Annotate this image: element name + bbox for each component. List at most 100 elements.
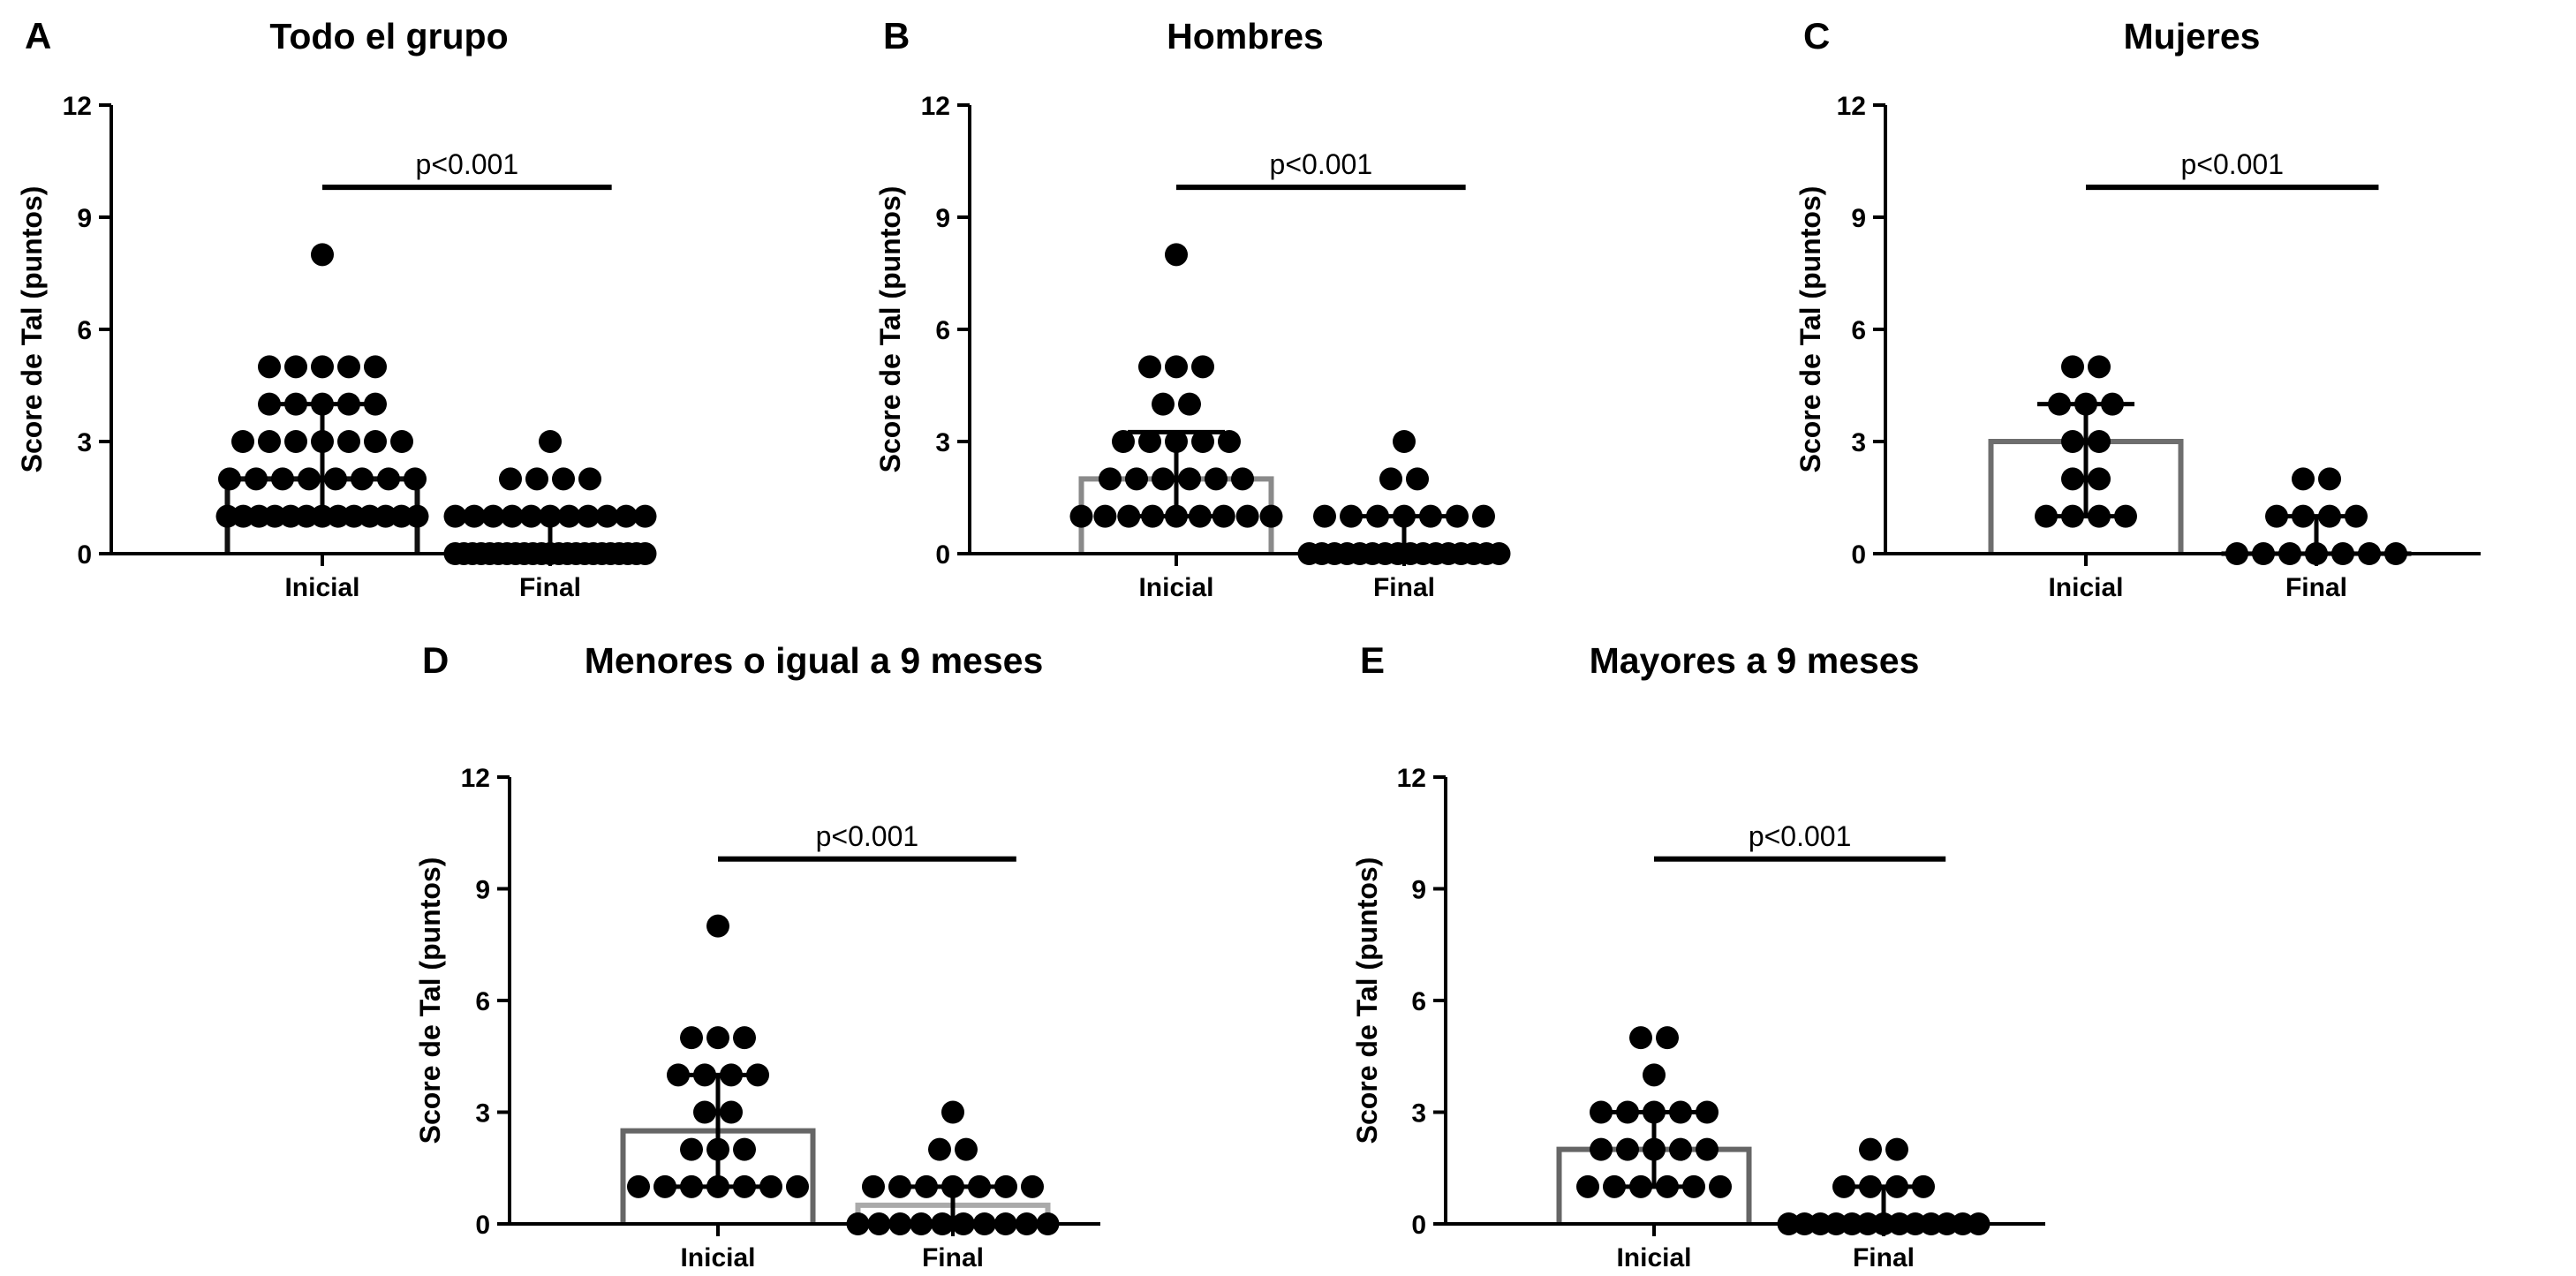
data-point — [245, 467, 268, 491]
data-point — [2318, 467, 2341, 491]
data-point — [1165, 243, 1188, 267]
y-tick-label: 9 — [77, 204, 92, 233]
data-point — [1313, 504, 1336, 528]
data-point — [1696, 1100, 1719, 1124]
data-point — [258, 355, 281, 379]
data-point — [337, 355, 360, 379]
y-tick-label: 12 — [461, 764, 490, 793]
data-point — [1259, 504, 1283, 528]
y-tick-label: 9 — [935, 204, 950, 233]
data-point — [525, 467, 548, 491]
y-tick-label: 3 — [1411, 1099, 1426, 1129]
data-point — [311, 355, 334, 379]
data-point — [615, 504, 638, 528]
data-point — [862, 1174, 885, 1198]
data-point — [443, 504, 467, 528]
data-point — [311, 243, 334, 267]
y-tick-label: 6 — [77, 316, 92, 345]
x-tick-label: Final — [1373, 573, 1435, 602]
data-point — [733, 1137, 756, 1161]
p-value-label: p<0.001 — [816, 820, 919, 852]
data-point — [1590, 1137, 1613, 1161]
data-point — [1406, 467, 1429, 491]
data-point — [1446, 504, 1469, 528]
data-point — [786, 1174, 809, 1198]
data-point — [2088, 430, 2111, 453]
y-tick-label: 9 — [1411, 876, 1426, 905]
data-point — [578, 467, 601, 491]
panel-letter: E — [1360, 639, 1385, 681]
data-point — [1112, 430, 1135, 453]
data-point — [1576, 1174, 1599, 1198]
y-tick-label: 3 — [1851, 428, 1866, 457]
panel-c: C Mujeres Score de Tal (puntos) 0 3 6 9 12 Inici… — [1794, 15, 2481, 602]
data-point — [499, 467, 522, 491]
data-point — [324, 467, 347, 491]
x-tick-label: Inicial — [680, 1243, 755, 1272]
data-point — [733, 1026, 756, 1050]
data-point — [2088, 355, 2111, 379]
data-point — [706, 914, 729, 938]
data-point — [941, 1100, 964, 1124]
y-tick-label: 9 — [1851, 204, 1866, 233]
panel-b: B Hombres Score de Tal (puntos) 0 3 6 9 12 Inici… — [874, 15, 1511, 602]
x-tick-label: Final — [922, 1243, 984, 1272]
data-point — [258, 430, 281, 453]
y-tick-label: 0 — [935, 540, 950, 570]
y-tick-label: 12 — [1397, 764, 1426, 793]
data-point — [231, 504, 255, 528]
data-point — [706, 1026, 729, 1050]
x-tick-label: Inicial — [2048, 573, 2123, 602]
data-point — [2292, 467, 2315, 491]
data-point — [1669, 1137, 1692, 1161]
y-tick-label: 9 — [475, 876, 490, 905]
data-point — [374, 504, 397, 528]
data-point — [1393, 430, 1416, 453]
p-value-label: p<0.001 — [416, 148, 519, 180]
data-point — [1099, 467, 1122, 491]
data-point — [1472, 504, 1495, 528]
data-point — [389, 504, 413, 528]
data-point — [720, 1100, 743, 1124]
y-tick-label: 3 — [77, 428, 92, 457]
data-point — [1138, 430, 1161, 453]
data-point — [247, 504, 271, 528]
data-point — [1379, 467, 1402, 491]
panel-title: Todo el grupo — [269, 16, 508, 57]
y-axis-label: Score de Tal (puntos) — [874, 186, 906, 473]
data-point — [1069, 504, 1093, 528]
panel-title: Menores o igual a 9 meses — [585, 640, 1044, 681]
data-point — [2061, 355, 2084, 379]
data-point — [627, 1174, 650, 1198]
y-tick-label: 6 — [1411, 987, 1426, 1016]
y-tick-label: 6 — [475, 987, 490, 1016]
data-point — [1125, 467, 1148, 491]
data-point — [351, 467, 374, 491]
data-point — [1656, 1026, 1679, 1050]
y-tick-label: 3 — [935, 428, 950, 457]
data-point — [994, 1174, 1017, 1198]
data-point — [633, 504, 657, 528]
data-point — [955, 1137, 978, 1161]
y-tick-label: 6 — [935, 316, 950, 345]
data-point — [1643, 1063, 1666, 1087]
x-tick-label: Final — [1853, 1243, 1915, 1272]
y-axis-label: Score de Tal (puntos) — [1351, 857, 1383, 1144]
data-point — [1885, 1137, 1908, 1161]
y-tick-label: 12 — [63, 92, 92, 121]
panel-letter: C — [1803, 15, 1830, 57]
data-point — [404, 467, 427, 491]
data-point — [1191, 430, 1214, 453]
data-point — [595, 504, 619, 528]
x-tick-label: Inicial — [1616, 1243, 1691, 1272]
y-tick-label: 3 — [475, 1099, 490, 1129]
data-point — [231, 430, 254, 453]
data-point — [284, 430, 307, 453]
y-tick-label: 0 — [1411, 1211, 1426, 1240]
data-point — [1231, 467, 1254, 491]
data-point — [258, 392, 281, 416]
data-point — [1138, 355, 1161, 379]
data-point — [1590, 1100, 1613, 1124]
panel-letter: B — [883, 15, 910, 57]
